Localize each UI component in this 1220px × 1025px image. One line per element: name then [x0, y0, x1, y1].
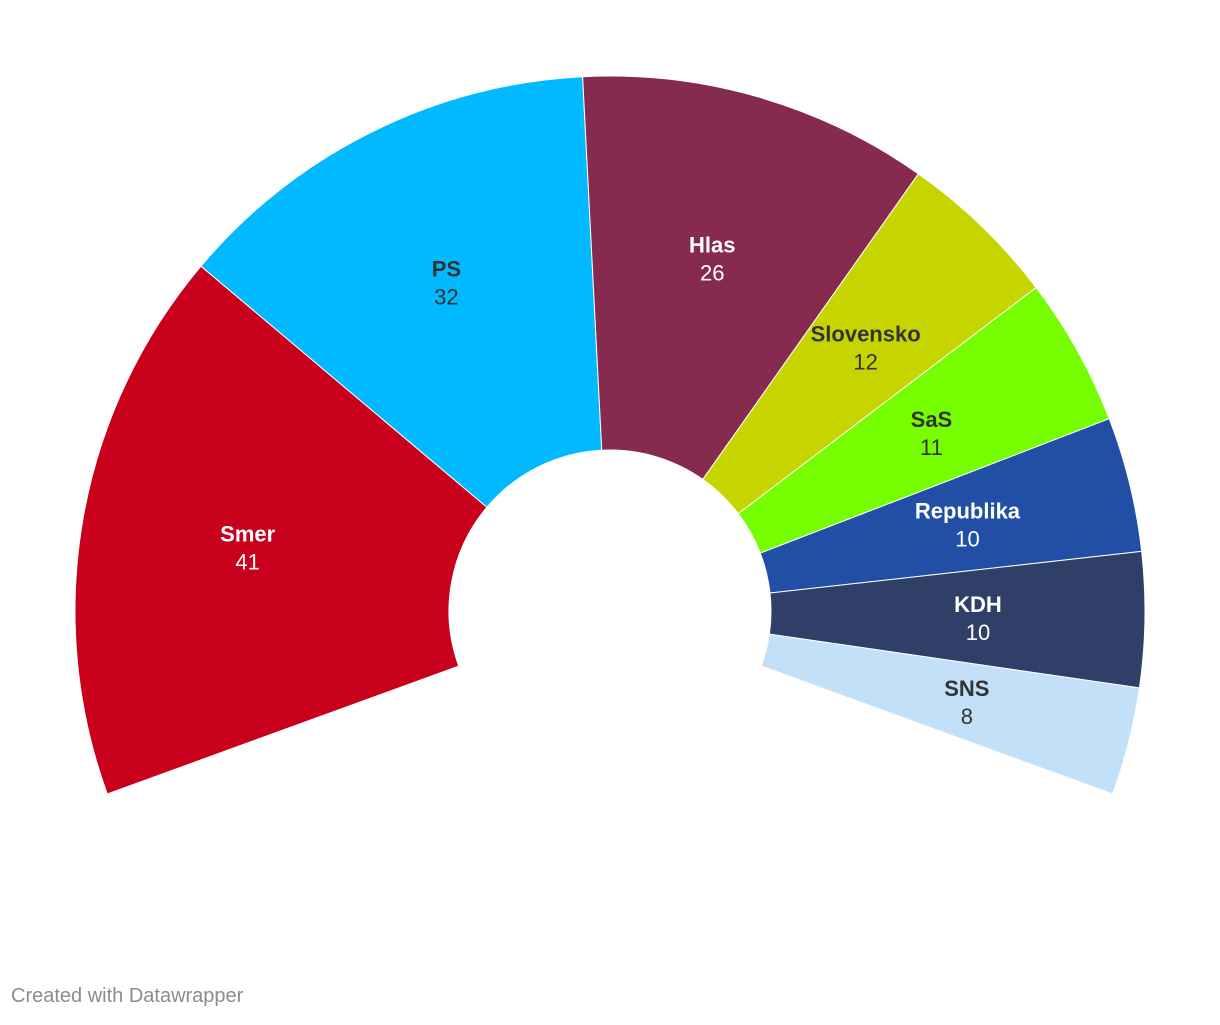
slice-label-name: Smer: [220, 522, 275, 547]
slice-label-name: Slovensko: [811, 321, 921, 346]
slice-label-value: 10: [955, 527, 979, 552]
slice-label-name: SaS: [911, 407, 953, 432]
slice-smer[interactable]: [74, 265, 488, 795]
slice-label-name: PS: [432, 256, 461, 281]
slice-label-name: KDH: [954, 592, 1002, 617]
slice-label-value: 10: [966, 620, 990, 645]
slice-ps[interactable]: [200, 76, 603, 508]
slice-hlas[interactable]: [582, 75, 920, 481]
slice-label-value: 12: [853, 349, 877, 374]
slice-sns[interactable]: [760, 633, 1141, 795]
slice-label-value: 26: [700, 260, 724, 285]
credit-text[interactable]: Created with Datawrapper: [11, 985, 244, 1007]
slices: [74, 75, 1146, 795]
slice-label-name: SNS: [944, 676, 989, 701]
slice-label-value: 8: [961, 704, 973, 729]
slice-label-value: 32: [434, 284, 458, 309]
slice-label-name: Republika: [915, 499, 1021, 524]
slice-labels: Smer 41 PS 32 Hlas 26 Slovensko 12 SaS 11 Republik…: [220, 232, 1021, 728]
slice-label-value: 41: [235, 550, 259, 575]
slice-label-value: 11: [920, 435, 943, 460]
slice-label-name: Hlas: [689, 232, 735, 257]
